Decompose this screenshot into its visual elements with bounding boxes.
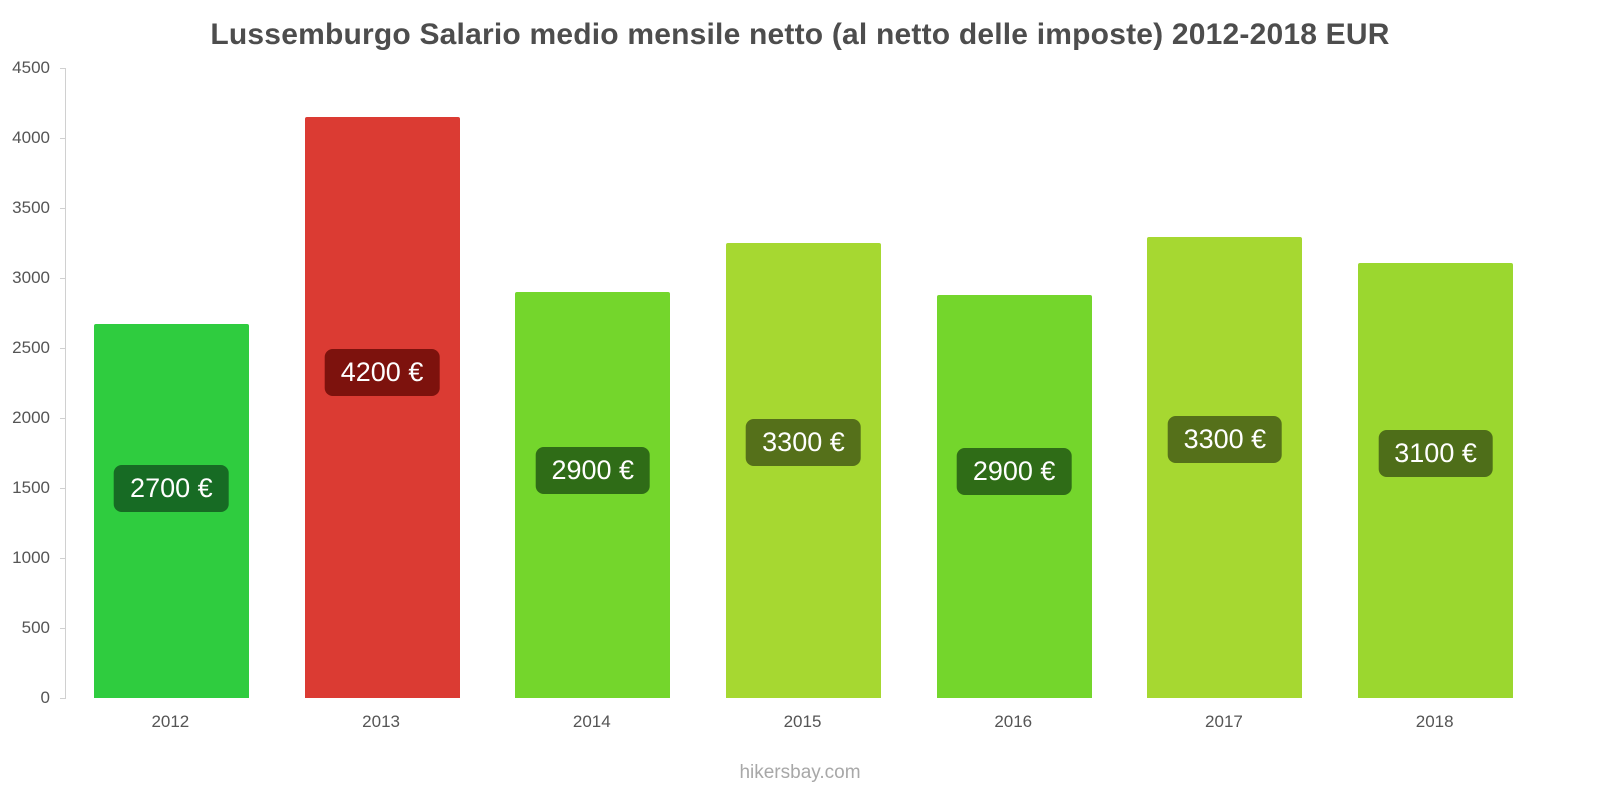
x-tick-label: 2013 xyxy=(362,712,400,731)
y-tick-label: 2000 xyxy=(12,408,50,427)
x-tick-label: 2015 xyxy=(783,712,822,731)
plot-area: 2700 € 4200 € 2900 € 3300 € 2900 € 3300 € 3100… xyxy=(60,68,1541,699)
bar-value-label: 3300 € xyxy=(1167,416,1283,464)
bar-2017: 3300 € xyxy=(1147,237,1303,698)
x-tick-label: 2016 xyxy=(994,712,1033,731)
y-tick-label: 3000 xyxy=(12,268,50,287)
bar-2013: 4200 € xyxy=(304,117,460,698)
y-tick-mark xyxy=(60,208,66,209)
x-tick-label: 2018 xyxy=(1415,712,1454,731)
y-tick-mark xyxy=(60,558,66,559)
x-axis-labels: 2012 2013 2014 2015 2016 2017 2018 xyxy=(65,712,1540,732)
bar-2016: 2900 € xyxy=(936,294,1092,698)
bars-container: 2700 € 4200 € 2900 € 3300 € 2900 € 3300 € 3100… xyxy=(66,68,1541,698)
y-tick-mark xyxy=(60,278,66,279)
footer-watermark: hikersbay.com xyxy=(739,762,861,783)
y-tick-mark xyxy=(60,348,66,349)
y-tick-label: 3500 xyxy=(12,198,50,217)
bar-value-label: 2700 € xyxy=(114,464,229,512)
y-tick-mark xyxy=(60,138,66,139)
bar-2012: 2700 € xyxy=(93,324,249,698)
y-tick-label: 1000 xyxy=(12,548,50,567)
bar-value-label: 2900 € xyxy=(956,448,1072,496)
y-tick-label: 1500 xyxy=(12,478,50,497)
bar-2018: 3100 € xyxy=(1358,262,1514,698)
y-tick-label: 4000 xyxy=(12,128,50,147)
x-tick-label: 2014 xyxy=(572,712,611,731)
bar-value-label: 3300 € xyxy=(746,419,861,467)
y-tick-label: 4500 xyxy=(12,58,50,77)
x-tick-label: 2012 xyxy=(151,712,190,731)
y-tick-mark xyxy=(60,418,66,419)
y-axis-labels: 0 500 1000 1500 2000 2500 3000 3500 4000 4500 xyxy=(0,58,56,707)
y-tick-mark xyxy=(60,628,66,629)
y-tick-mark xyxy=(60,68,66,69)
bar-value-label: 3100 € xyxy=(1378,430,1493,478)
bar-2015: 3300 € xyxy=(725,243,881,698)
page-title: Lussemburgo Salario medio mensile netto … xyxy=(210,18,1390,51)
bar-2014: 2900 € xyxy=(515,292,671,698)
x-tick-label: 2017 xyxy=(1205,712,1243,731)
y-tick-label: 2500 xyxy=(12,338,50,357)
bar-value-label: 2900 € xyxy=(535,446,651,494)
bar-value-label: 4200 € xyxy=(324,348,440,396)
y-tick-label: 500 xyxy=(21,618,50,637)
y-tick-mark xyxy=(60,488,66,489)
y-tick-mark xyxy=(60,698,66,699)
y-tick-label: 0 xyxy=(40,688,50,707)
